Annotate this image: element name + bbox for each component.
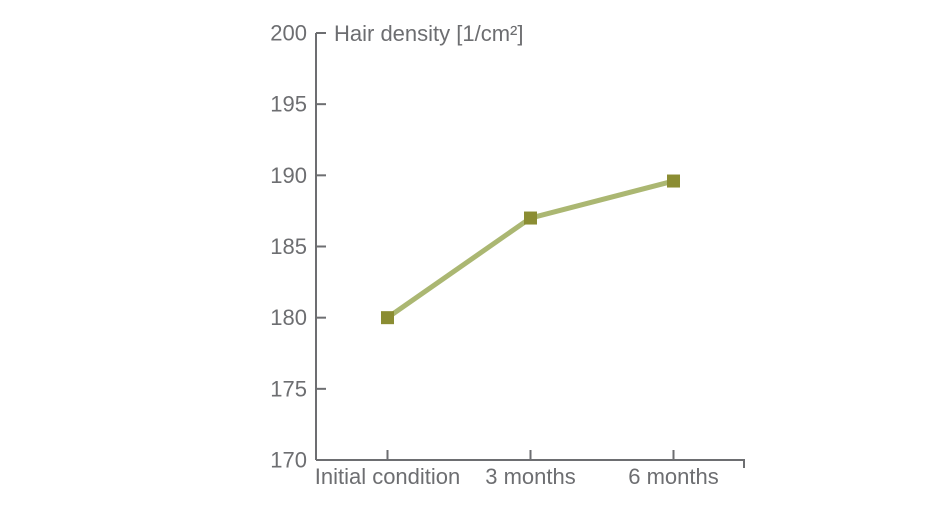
y-axis-tick-label: 175 [270,376,307,401]
data-point-marker [381,311,394,325]
y-axis-tick-label: 200 [270,20,307,45]
chart-title: Hair density [1/cm²] [334,21,524,46]
y-axis-tick-label: 180 [270,305,307,330]
x-axis-category-label: 3 months [485,464,576,489]
y-axis-tick-label: 185 [270,234,307,259]
data-point-marker [524,211,537,225]
y-axis-tick-label: 195 [270,92,307,117]
y-axis-tick-label: 190 [270,163,307,188]
data-point-marker [667,174,680,188]
x-axis-category-label: 6 months [628,464,719,489]
x-axis-category-label: Initial condition [315,464,461,489]
y-axis-tick-label: 170 [270,447,307,472]
series-line [385,178,676,321]
